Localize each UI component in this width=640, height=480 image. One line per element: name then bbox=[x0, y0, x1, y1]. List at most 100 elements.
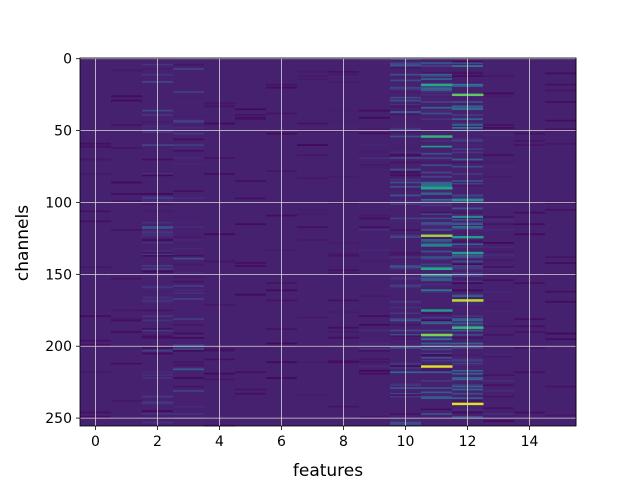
heatmap-cell bbox=[421, 171, 453, 174]
heatmap-cell bbox=[483, 246, 515, 249]
heatmap-cell bbox=[483, 75, 515, 77]
heatmap-cell bbox=[421, 137, 453, 139]
heatmap-cell bbox=[173, 221, 205, 224]
heatmap-cell bbox=[359, 260, 391, 263]
heatmap-cell bbox=[421, 408, 453, 411]
x-tick-label: 10 bbox=[397, 434, 415, 450]
y-tick-label: 150 bbox=[45, 267, 72, 283]
heatmap-cell bbox=[421, 322, 453, 325]
heatmap-cell bbox=[421, 335, 453, 338]
heatmap-cell bbox=[545, 119, 577, 122]
heatmap-cell bbox=[421, 89, 453, 92]
heatmap-cell bbox=[173, 318, 205, 320]
heatmap-cell bbox=[173, 91, 205, 93]
heatmap-cell bbox=[173, 121, 205, 123]
heatmap-cell bbox=[545, 72, 577, 75]
heatmap-cell bbox=[297, 122, 329, 125]
heatmap-cell bbox=[359, 59, 391, 62]
heatmap-cell bbox=[359, 217, 391, 220]
heatmap-cell bbox=[173, 405, 205, 408]
heatmap-cell bbox=[235, 116, 267, 119]
y-tick-label: 100 bbox=[45, 195, 72, 211]
heatmap-highlight-cell bbox=[421, 234, 453, 237]
heatmap-cell bbox=[421, 63, 453, 66]
heatmap-cell bbox=[483, 127, 515, 129]
heatmap-cell bbox=[173, 305, 205, 307]
heatmap-cell bbox=[545, 385, 577, 388]
heatmap-cell bbox=[421, 276, 453, 279]
heatmap-column bbox=[235, 58, 267, 426]
heatmap-column bbox=[111, 58, 143, 426]
heatmap-cell bbox=[421, 191, 453, 194]
heatmap-cell bbox=[173, 256, 205, 259]
heatmap-cell bbox=[421, 263, 453, 266]
heatmap-cell bbox=[173, 263, 205, 266]
heatmap-cell bbox=[421, 217, 453, 220]
heatmap-cell bbox=[173, 292, 205, 295]
heatmap-cell bbox=[111, 362, 143, 365]
heatmap-cell bbox=[297, 70, 329, 73]
heatmap-cell bbox=[421, 112, 453, 115]
heatmap-cell bbox=[297, 229, 329, 231]
heatmap-cell bbox=[421, 183, 453, 185]
heatmap-cell bbox=[421, 227, 453, 230]
heatmap-cell bbox=[421, 387, 453, 389]
heatmap-cell bbox=[421, 391, 453, 394]
heatmap-cell bbox=[421, 338, 453, 341]
heatmap-cell bbox=[483, 220, 515, 223]
x-tick-label: 8 bbox=[339, 434, 348, 450]
heatmap-cell bbox=[421, 239, 453, 241]
heatmap-cell bbox=[483, 407, 515, 410]
heatmap-column bbox=[173, 58, 205, 426]
heatmap-cell bbox=[359, 358, 391, 361]
heatmap-cell bbox=[359, 229, 391, 231]
heatmap-cell bbox=[545, 83, 577, 86]
heatmap-cell bbox=[359, 128, 391, 131]
heatmap-highlight-cell bbox=[421, 365, 453, 368]
heatmap-cell bbox=[359, 372, 391, 375]
heatmap-cell bbox=[359, 164, 391, 167]
heatmap-cell bbox=[297, 213, 329, 215]
heatmap-cell bbox=[359, 329, 391, 332]
heatmap-cell bbox=[235, 388, 267, 391]
heatmap-cell bbox=[483, 254, 515, 257]
heatmap-cell bbox=[421, 290, 453, 293]
heatmap-cell bbox=[421, 62, 453, 65]
heatmap-cell bbox=[297, 226, 329, 228]
heatmap-cell bbox=[421, 352, 453, 355]
heatmap-cell bbox=[421, 369, 453, 372]
heatmap-cell bbox=[111, 69, 143, 72]
heatmap-cell bbox=[235, 108, 267, 111]
heatmap-cell bbox=[173, 413, 205, 415]
heatmap-cell bbox=[297, 75, 329, 77]
heatmap-cell bbox=[483, 390, 515, 392]
heatmap-cell bbox=[421, 65, 453, 67]
heatmap-cell bbox=[359, 132, 391, 135]
heatmap-cell bbox=[173, 147, 205, 149]
heatmap-highlight-cell bbox=[421, 309, 453, 312]
heatmap-cell bbox=[483, 124, 515, 126]
heatmap-cell bbox=[297, 394, 329, 397]
heatmap-cell bbox=[421, 266, 453, 269]
heatmap-cell bbox=[483, 420, 515, 422]
heatmap-cell bbox=[173, 364, 205, 366]
heatmap-cell bbox=[545, 332, 577, 335]
heatmap-cell bbox=[421, 139, 453, 142]
heatmap-cell bbox=[483, 206, 515, 208]
heatmap-cell bbox=[421, 109, 453, 112]
heatmap-cell bbox=[421, 175, 453, 178]
heatmap-cell bbox=[483, 415, 515, 418]
heatmap-cell bbox=[483, 384, 515, 387]
heatmap-cell bbox=[421, 98, 453, 100]
y-tick-label: 0 bbox=[63, 52, 72, 68]
heatmap-cell bbox=[111, 95, 143, 98]
heatmap-cell bbox=[421, 279, 453, 282]
heatmap-cell bbox=[421, 257, 453, 260]
heatmap-cell bbox=[421, 354, 453, 356]
heatmap-cell bbox=[421, 86, 453, 89]
x-axis: 0 2 4 6 8 10 12 14 bbox=[91, 426, 538, 450]
y-axis-title: channels bbox=[13, 205, 33, 281]
heatmap-cell bbox=[421, 319, 453, 322]
x-tick-label: 14 bbox=[521, 434, 539, 450]
heatmap-cell bbox=[359, 214, 391, 217]
